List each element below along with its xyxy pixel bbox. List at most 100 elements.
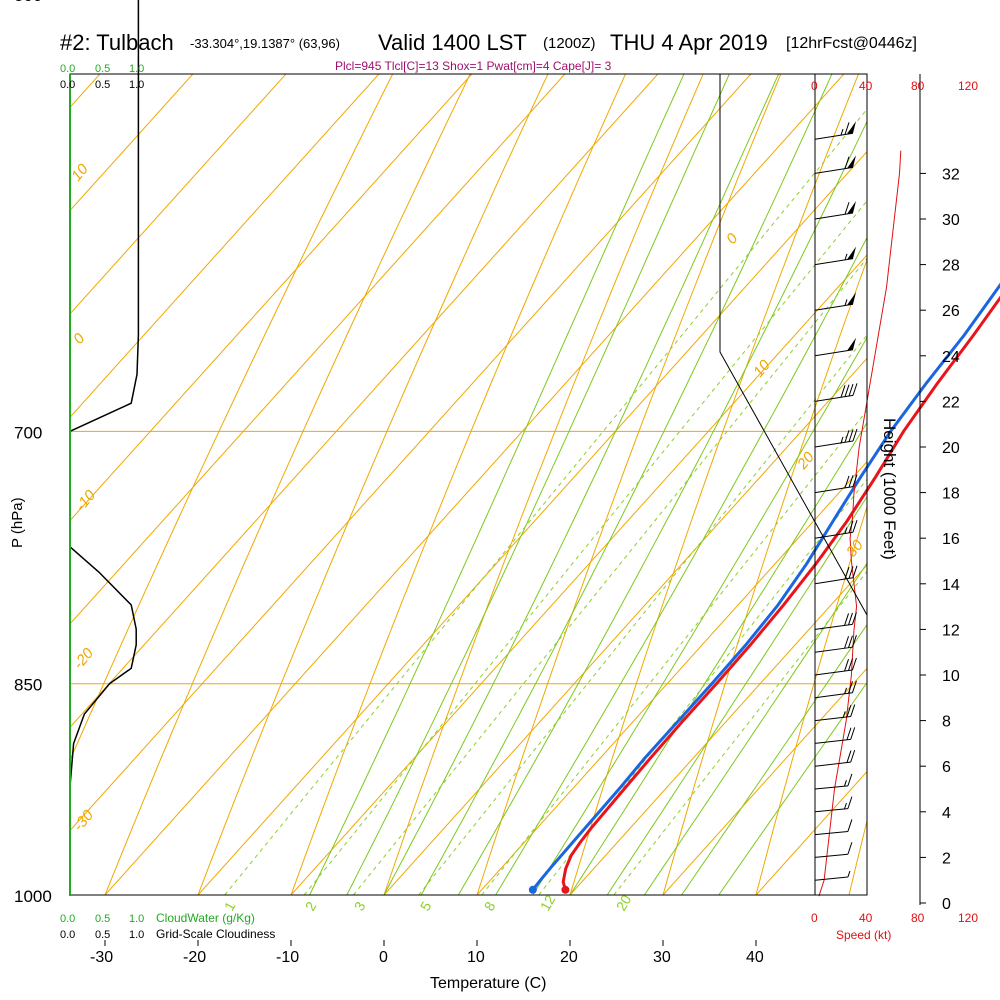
isotherm-line bbox=[755, 770, 867, 896]
moist-adiabat-line bbox=[309, 74, 685, 896]
moist-adiabat-line bbox=[643, 562, 867, 896]
wind-barb bbox=[814, 428, 858, 448]
wind-barb-feather bbox=[840, 385, 846, 398]
wind-barb bbox=[814, 474, 858, 494]
wind-barb-feather bbox=[846, 704, 852, 718]
wind-barb-half-feather bbox=[847, 870, 851, 878]
mixing-ratio-label: 20 bbox=[613, 892, 635, 914]
isotherm-line bbox=[383, 357, 867, 896]
height-tick-label: 8 bbox=[942, 714, 951, 731]
wind-barb bbox=[814, 121, 856, 140]
isotherm-line bbox=[70, 74, 566, 625]
wind-barb-feather bbox=[851, 612, 857, 625]
mixing-ratio-label: 12 bbox=[537, 892, 559, 914]
wind-barb-half-feather bbox=[843, 802, 847, 810]
moist-adiabat-line bbox=[606, 495, 867, 896]
cloudiness-low-line bbox=[69, 546, 137, 787]
wind-barb-feather bbox=[850, 749, 856, 763]
cloudwater-tick-bottom-0: 0.0 bbox=[60, 913, 75, 925]
height-tick-label: 12 bbox=[942, 622, 960, 639]
wind-barb bbox=[814, 657, 857, 676]
wind-barb-feather bbox=[852, 474, 858, 487]
cloudiness-tick-top-2: 1.0 bbox=[129, 79, 144, 91]
mixing-ratio-line bbox=[481, 409, 867, 896]
wind-barb bbox=[814, 870, 851, 881]
wind-barb bbox=[814, 292, 856, 311]
moist-adiabat-line bbox=[569, 421, 867, 896]
height-tick-label: 26 bbox=[942, 303, 960, 320]
wind-barb-feather bbox=[852, 565, 858, 578]
height-tick-label: 16 bbox=[942, 531, 960, 548]
isotherm-label: -30 bbox=[70, 807, 97, 835]
wind-barb-staff bbox=[814, 716, 851, 722]
temp-tick-label: 0 bbox=[379, 949, 388, 966]
wind-panel bbox=[814, 74, 902, 897]
cloudwater-tick-bottom-1: 0.5 bbox=[95, 913, 110, 925]
wind-barb bbox=[814, 383, 858, 402]
dry-adiabat-line bbox=[848, 819, 867, 896]
moist-adiabat-line bbox=[383, 74, 780, 896]
isotherm-label: 0 bbox=[723, 230, 742, 248]
wind-barb bbox=[814, 155, 856, 174]
plot-frame bbox=[69, 73, 868, 896]
speed-tick-bottom-2: 80 bbox=[911, 911, 925, 925]
valid-time: Valid 1400 LST bbox=[378, 30, 527, 55]
isotherm-line bbox=[70, 74, 380, 418]
wind-barb-flag bbox=[847, 155, 856, 169]
temp-tick-label: 10 bbox=[467, 949, 485, 966]
isotherm-line bbox=[70, 74, 101, 108]
wind-barb-half-feather bbox=[843, 780, 847, 787]
wind-barb-staff bbox=[814, 486, 854, 494]
speed-tick-top-0: 0 bbox=[811, 79, 818, 93]
cloudiness-tick-top-1: 0.5 bbox=[95, 79, 110, 91]
temp-axis-label: Temperature (C) bbox=[430, 975, 546, 992]
wind-barb-feather bbox=[850, 704, 856, 717]
dewpoint-line-surface-point bbox=[528, 885, 537, 894]
height-tick-label: 2 bbox=[942, 850, 951, 867]
dry-adiabat-line bbox=[569, 74, 859, 896]
height-tick-label: 10 bbox=[942, 668, 960, 685]
wind-barb-half-feather bbox=[842, 711, 846, 718]
wind-barb-feather bbox=[851, 680, 857, 693]
wind-barb-half-feather bbox=[840, 128, 844, 136]
mixing-ratio-line bbox=[224, 108, 867, 896]
wind-barb-staff bbox=[814, 646, 853, 653]
isotherm-line bbox=[70, 74, 473, 522]
pressure-axis-label: P (hPa) bbox=[9, 497, 26, 548]
wind-barb-feather bbox=[846, 727, 852, 740]
speed-label: Speed (kt) bbox=[836, 928, 891, 942]
temp-tick-label: 20 bbox=[560, 949, 578, 966]
cloudwater-tick-bottom-2: 1.0 bbox=[129, 913, 144, 925]
wind-barb bbox=[814, 612, 857, 630]
cloudwater-tick-top-1: 0.5 bbox=[95, 63, 110, 75]
dry-adiabat-line bbox=[476, 74, 782, 896]
cloudiness-tick-top-0: 0.0 bbox=[60, 79, 75, 91]
wind-barb-feather bbox=[844, 156, 850, 169]
mixing-ratio-line bbox=[353, 257, 867, 896]
wind-barb-feather bbox=[848, 681, 853, 694]
wind-barb-feather bbox=[847, 773, 853, 787]
wind-barb-feather bbox=[844, 384, 850, 397]
wind-barb-feather bbox=[848, 520, 854, 533]
temperature-line-surface-point bbox=[561, 885, 570, 894]
wind-barb-feather bbox=[848, 475, 854, 488]
speed-tick-bottom-3: 120 bbox=[958, 911, 978, 925]
temp-tick-label: 30 bbox=[653, 949, 671, 966]
dry-adiabat-line bbox=[70, 74, 394, 762]
wind-barb-flag bbox=[847, 201, 856, 214]
height-tick-label: 4 bbox=[942, 805, 951, 822]
station-coords: -33.304°,19.1387° (63,96) bbox=[190, 36, 340, 51]
pressure-tick-label: 700 bbox=[14, 423, 42, 442]
dry-adiabat-line bbox=[755, 505, 867, 896]
wind-barb bbox=[814, 201, 856, 220]
dewpoint-line bbox=[531, 282, 1000, 891]
wind-barb-staff bbox=[814, 258, 854, 266]
cloudiness-tick-bottom-2: 1.0 bbox=[129, 929, 144, 941]
wind-barb bbox=[814, 337, 856, 357]
isotherm-line bbox=[290, 254, 867, 896]
wind-barb-half-feather bbox=[844, 299, 848, 306]
moist-adiabat-line bbox=[495, 236, 867, 896]
dry-adiabat-line bbox=[383, 74, 704, 896]
wind-barb-half-feather bbox=[844, 253, 848, 261]
